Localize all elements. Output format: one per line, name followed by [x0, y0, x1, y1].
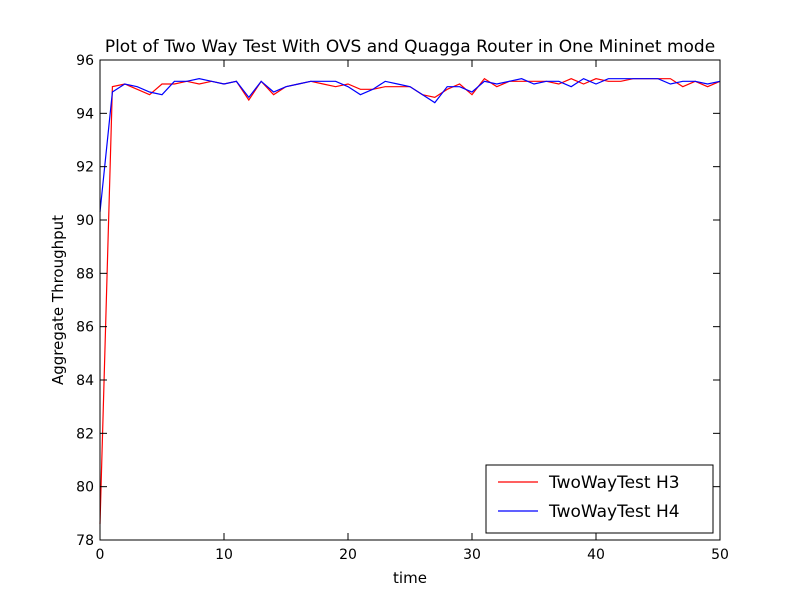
series-layer — [99, 77, 721, 525]
x-tick-label: 30 — [463, 547, 481, 563]
x-tick-label: 50 — [711, 547, 729, 563]
x-axis-title: time — [393, 569, 427, 587]
x-tick-labels: 0 10 20 30 40 50 — [96, 547, 729, 563]
y-tick-label: 86 — [76, 320, 94, 336]
y-tick-label: 80 — [76, 480, 94, 496]
chart-title: Plot of Two Way Test With OVS and Quagga… — [105, 37, 715, 57]
plot-frame — [99, 59, 721, 541]
legend: TwoWayTest H3 TwoWayTest H4 — [485, 464, 714, 534]
y-tick-label: 96 — [76, 53, 94, 69]
series-line-h4 — [99, 77, 721, 213]
y-tick-label: 94 — [76, 106, 94, 122]
y-tick-label: 82 — [76, 426, 94, 442]
y-tick-label: 88 — [76, 266, 94, 282]
plot-area — [100, 60, 720, 540]
x-tick-label: 20 — [339, 547, 357, 563]
x-tick-label: 40 — [587, 547, 605, 563]
y-tick-label: 78 — [76, 533, 94, 549]
x-tick-label: 10 — [215, 547, 233, 563]
x-tick-label: 0 — [96, 547, 105, 563]
legend-label-h4: TwoWayTest H4 — [548, 502, 680, 522]
y-axis-title: Aggregate Throughput — [49, 215, 67, 385]
y-tick-label: 84 — [76, 373, 94, 389]
legend-label-h3: TwoWayTest H3 — [548, 473, 680, 493]
legend-box — [485, 464, 714, 534]
y-tick-label: 92 — [76, 160, 94, 176]
y-tick-label: 90 — [76, 213, 94, 229]
y-tick-labels: 78 80 82 84 86 88 90 92 94 96 — [76, 53, 94, 549]
